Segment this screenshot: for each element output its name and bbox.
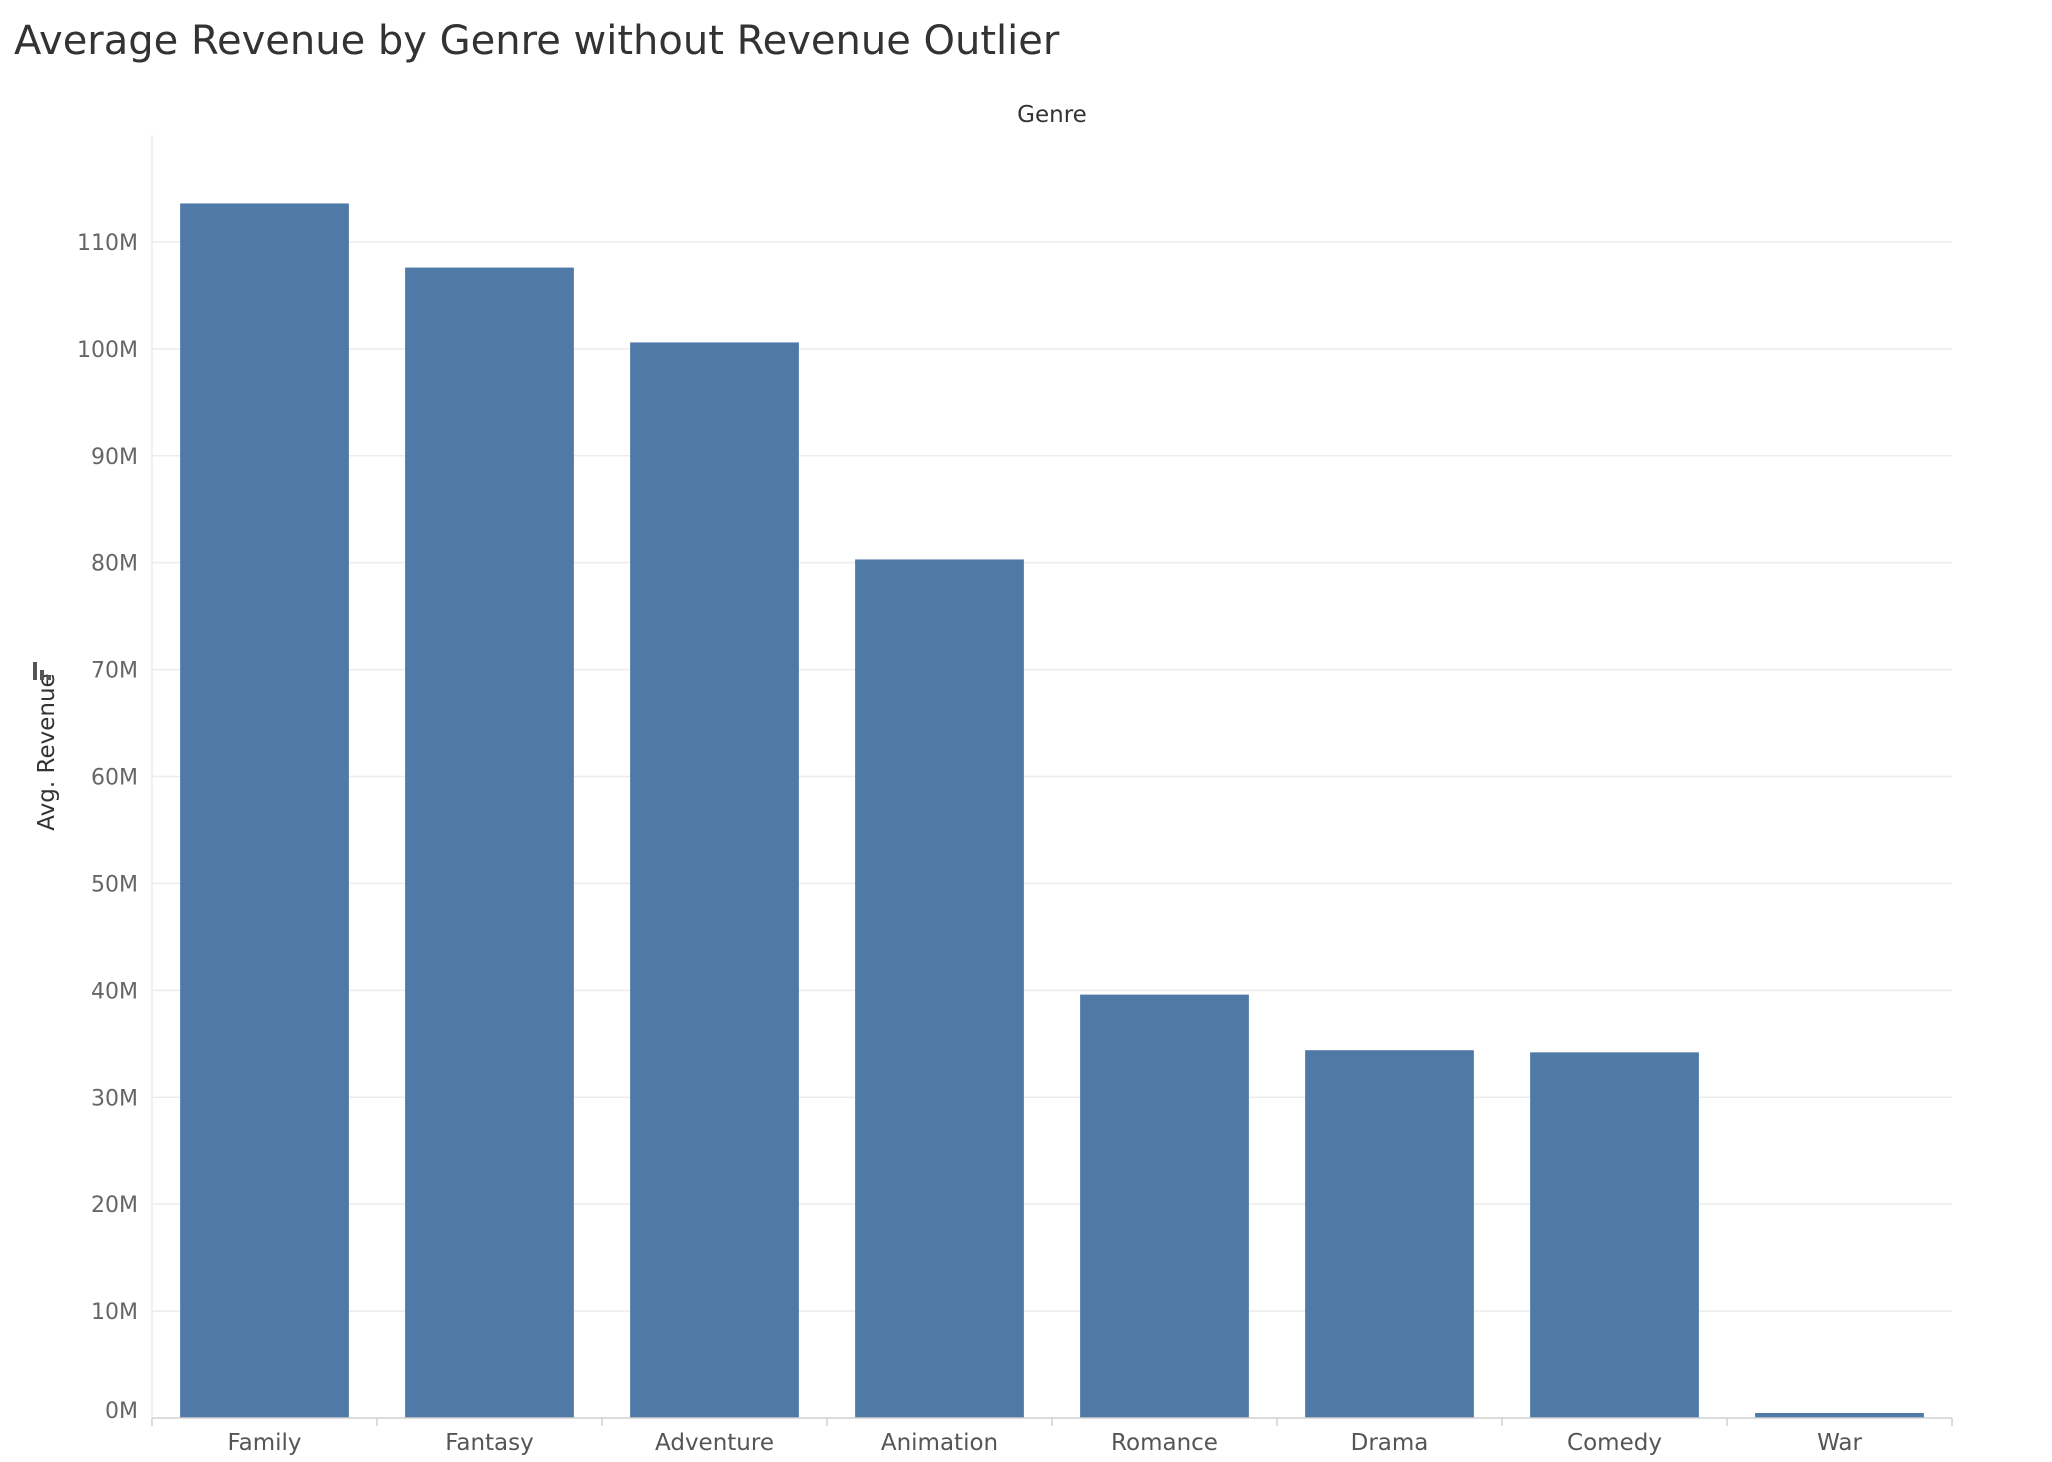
chart-title: Average Revenue by Genre without Revenue… [14,18,1060,64]
y-axis-title: Avg. Revenue [34,673,60,830]
x-tick-label: Animation [881,1430,998,1456]
x-tick-label: Romance [1111,1430,1218,1456]
bar-animation[interactable] [855,559,1024,1418]
bar-war[interactable] [1755,1413,1924,1418]
bars [180,203,1924,1419]
x-tick-label: Family [227,1430,301,1456]
y-tick-label: 100M [77,338,138,363]
y-tick-label: 20M [91,1193,138,1218]
sort-bars-icon[interactable] [33,662,51,680]
bar-drama[interactable] [1305,1050,1474,1418]
y-tick-label: 60M [91,766,138,791]
y-tick-label: 110M [77,231,138,256]
y-tick-label: 0M [105,1399,138,1424]
y-tick-label: 40M [91,979,138,1004]
x-tick-label: Fantasy [445,1430,534,1456]
y-tick-label: 10M [91,1300,138,1325]
bar-fantasy[interactable] [405,267,574,1418]
bar-adventure[interactable] [630,342,799,1418]
bar-romance[interactable] [1080,994,1249,1418]
x-tick-label: Comedy [1567,1430,1662,1456]
y-tick-label: 30M [91,1086,138,1111]
x-tick-label: War [1817,1430,1862,1456]
y-tick-labels: 0M 10M 20M 30M 40M 50M 60M 70M 80M 90M 100M 110M [77,231,138,1424]
y-tick-label: 50M [91,872,138,897]
x-tick-labels: Family Fantasy Adventure Animation Romance Dr… [227,1430,1862,1456]
x-axis-header: Genre [1017,102,1087,128]
y-tick-label: 70M [91,659,138,684]
y-tick-label: 90M [91,445,138,470]
bar-comedy[interactable] [1530,1052,1699,1418]
x-tick-label: Drama [1351,1430,1429,1456]
axes [151,135,1953,1426]
x-tick-label: Adventure [655,1430,774,1456]
y-tick-label: 80M [91,552,138,577]
bar-family[interactable] [180,203,349,1419]
